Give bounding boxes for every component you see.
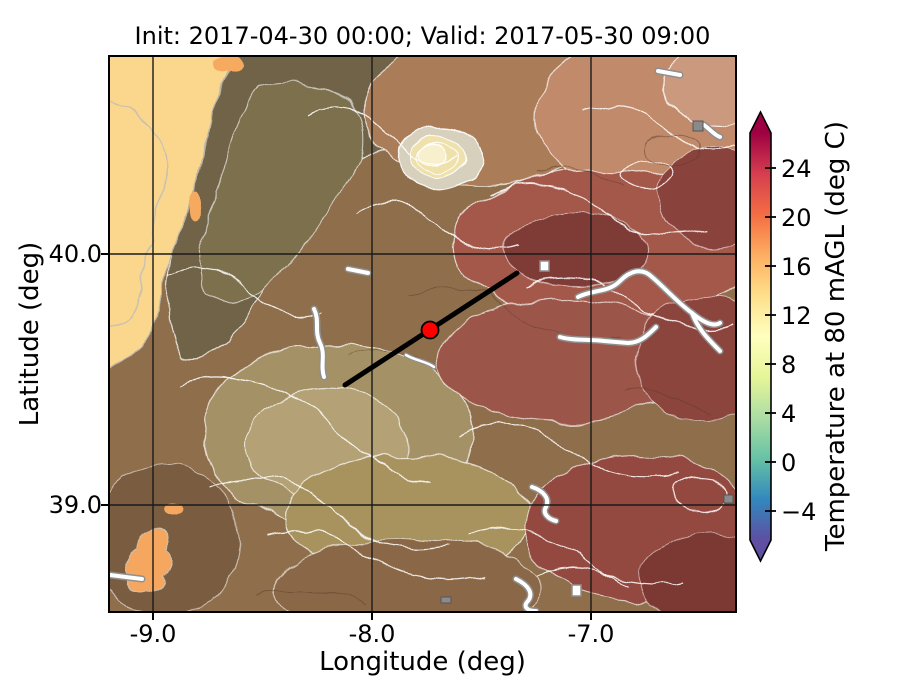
colorbar-tick-label: 12 bbox=[781, 302, 812, 330]
colorbar-axis-label: Temperature at 80 mAGL (deg C) bbox=[821, 121, 851, 551]
colorbar-tick-label: 8 bbox=[781, 351, 797, 379]
location-marker bbox=[420, 320, 440, 340]
y-tickmark bbox=[101, 504, 108, 506]
urban-markers bbox=[440, 120, 734, 604]
y-tick-label: 39.0 bbox=[48, 491, 102, 519]
x-tick-label: -9.0 bbox=[129, 620, 177, 648]
y-axis-label: Latitude (deg) bbox=[15, 241, 45, 427]
map-border bbox=[108, 55, 737, 613]
colorbar-tickmarks bbox=[765, 167, 776, 512]
y-tickmark bbox=[101, 253, 108, 255]
x-axis-label: Longitude (deg) bbox=[319, 647, 526, 677]
y-tick-label: 40.0 bbox=[48, 240, 102, 268]
colorbar-extend-up-arrow bbox=[750, 112, 771, 133]
x-tick-label: -8.0 bbox=[348, 620, 396, 648]
colorbar-extend-down-arrow bbox=[750, 540, 771, 561]
mountain-cold-spot bbox=[397, 125, 483, 189]
colorbar-tick-label: 0 bbox=[781, 449, 797, 477]
colorbar-tick-label: −4 bbox=[781, 498, 817, 526]
graticule-lines bbox=[108, 55, 737, 613]
x-tickmark bbox=[152, 613, 154, 620]
colorbar-tick-label: 24 bbox=[781, 155, 812, 183]
map-plot-area bbox=[108, 55, 737, 613]
colorbar bbox=[746, 106, 792, 576]
colorbar-gradient bbox=[750, 133, 771, 540]
figure-title: Init: 2017-04-30 00:00; Valid: 2017-05-3… bbox=[134, 22, 711, 50]
colorbar-tick-label: 20 bbox=[781, 204, 812, 232]
x-tick-label: -7.0 bbox=[567, 620, 615, 648]
elevation-contours bbox=[167, 107, 737, 586]
temperature-map bbox=[108, 55, 737, 613]
water-bodies bbox=[108, 67, 724, 613]
x-tickmark bbox=[371, 613, 373, 620]
x-tickmark bbox=[590, 613, 592, 620]
colorbar-tick-label: 16 bbox=[781, 253, 812, 281]
colorbar-tick-label: 4 bbox=[781, 400, 797, 428]
